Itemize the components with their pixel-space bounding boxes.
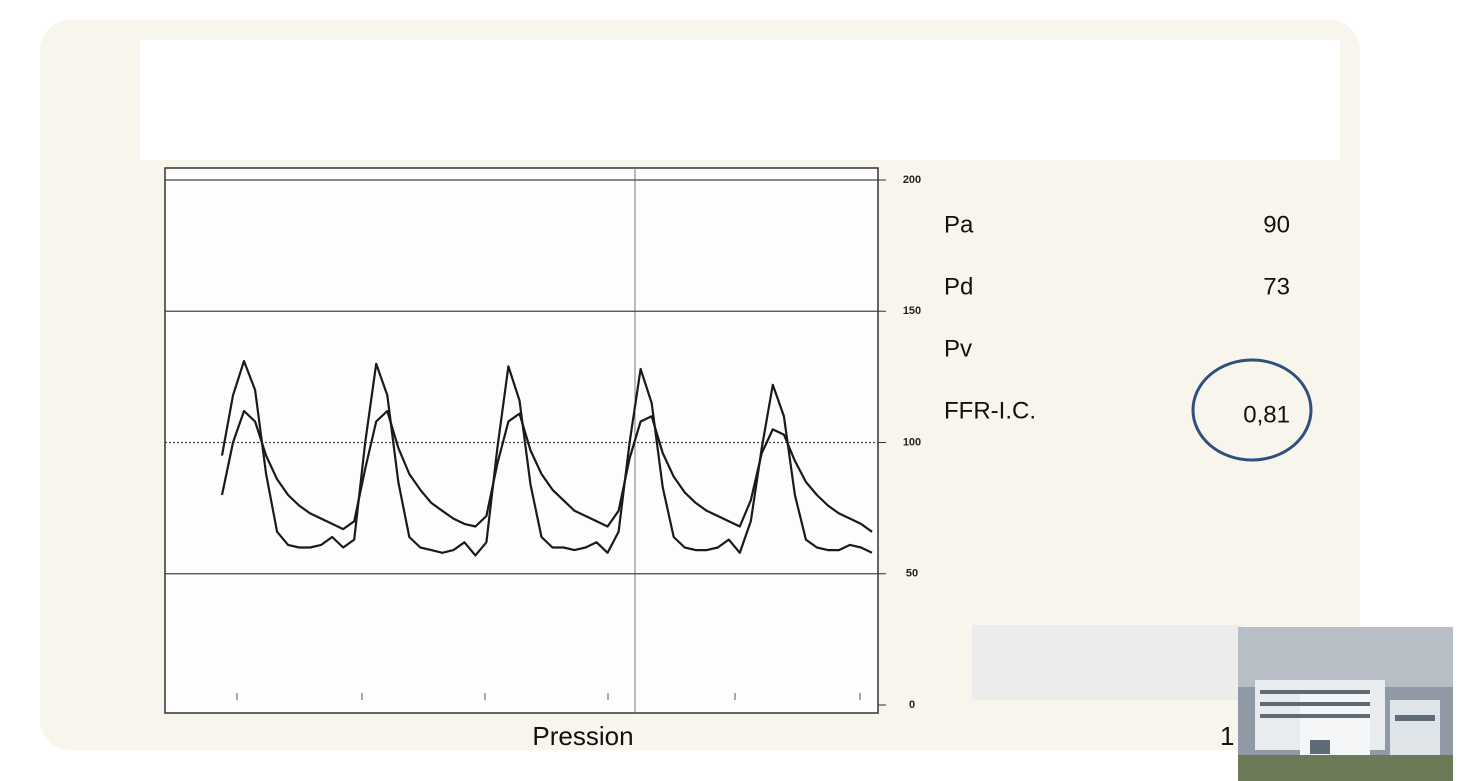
- readout-value: 73: [1263, 273, 1290, 300]
- y-tick-label: 100: [903, 436, 921, 448]
- page: {"chart_data":{"type":"line", "categorie…: [0, 0, 1461, 781]
- y-tick-label: 150: [903, 305, 921, 317]
- readout-value: 90: [1263, 211, 1290, 238]
- readout-value: 0,81: [1243, 401, 1290, 428]
- plot-frame: [165, 168, 878, 713]
- readout-label: FFR-I.C.: [944, 397, 1036, 424]
- y-tick-label: 200: [903, 174, 921, 186]
- x-axis-label: Pression: [532, 721, 633, 751]
- readout-label: Pa: [944, 211, 974, 238]
- grey-box: [972, 625, 1242, 700]
- blank-area: [140, 40, 1340, 160]
- readout-label: Pd: [944, 273, 973, 300]
- y-tick-label: 50: [906, 568, 918, 580]
- readout-label: Pv: [944, 335, 972, 362]
- y-tick-label: 0: [909, 699, 915, 711]
- page-number: 1: [1220, 721, 1234, 751]
- building-photo: [1238, 627, 1453, 781]
- chart: Pression Pa 90 Pd 73 Pv FFR-I.C. 0,81 1 0 50 100…: [0, 0, 1461, 781]
